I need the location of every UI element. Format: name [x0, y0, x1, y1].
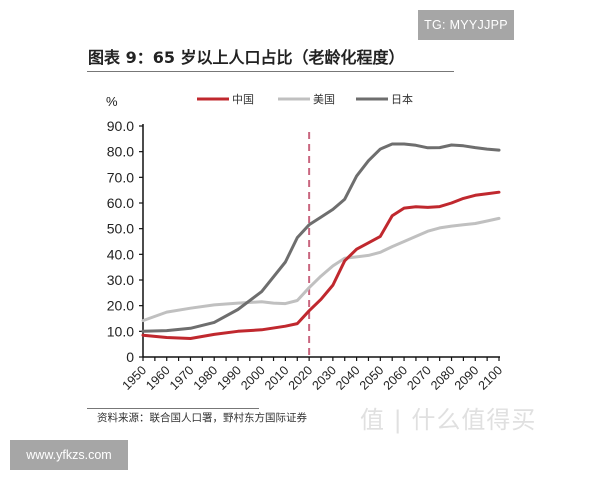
x-tick-label: 1990	[214, 363, 244, 393]
legend-label: 日本	[391, 92, 413, 106]
y-axis-unit: %	[106, 94, 118, 109]
y-tick-label: 70.0	[107, 169, 134, 185]
x-tick-label: 2040	[333, 363, 363, 393]
x-tick-label: 2030	[309, 363, 339, 393]
watermark-top-right: TG: MYYJJPP	[418, 10, 514, 40]
legend-item: 美国	[278, 93, 335, 106]
x-tick-label: 2080	[428, 363, 458, 393]
y-tick-label: 10.0	[107, 323, 134, 339]
watermark-bottom-left: www.yfkzs.com	[10, 440, 128, 470]
x-tick-label: 1950	[120, 363, 150, 393]
y-tick-label: 0	[126, 349, 134, 365]
x-tick-label: 2010	[262, 363, 292, 393]
x-tick-label: 2000	[238, 363, 268, 393]
source-note: 资料来源：联合国人口署，野村东方国际证券	[97, 412, 307, 424]
x-tick-label: 2090	[452, 363, 482, 393]
legend-label: 美国	[313, 93, 335, 106]
x-tick-label: 1980	[191, 363, 221, 393]
legend-label: 中国	[232, 93, 254, 106]
chart-title: 图表 9：65 岁以上人口占比（老龄化程度）	[88, 48, 405, 67]
source-divider	[87, 408, 259, 409]
x-tick-label: 2060	[381, 363, 411, 393]
x-tick-label: 2100	[476, 363, 506, 393]
x-tick-label: 1970	[167, 363, 197, 393]
x-tick-label: 2020	[286, 363, 316, 393]
title-divider	[87, 71, 454, 72]
y-tick-label: 40.0	[107, 246, 134, 262]
y-tick-label: 50.0	[107, 221, 134, 237]
y-tick-label: 80.0	[107, 144, 134, 160]
series-line-0	[141, 190, 501, 340]
legend-item: 日本	[356, 92, 413, 106]
watermark-logo: 值 | 什么值得买	[360, 406, 537, 434]
x-tick-label: 1960	[143, 363, 173, 393]
y-tick-label: 60.0	[107, 195, 134, 211]
series-line-2	[141, 142, 501, 333]
x-tick-label: 2070	[404, 363, 434, 393]
y-tick-label: 90.0	[107, 118, 134, 134]
x-tick-label: 2050	[357, 363, 387, 393]
legend-item: 中国	[197, 93, 254, 106]
series-line-1	[141, 216, 501, 323]
y-tick-label: 30.0	[107, 272, 134, 288]
y-tick-label: 20.0	[107, 298, 134, 314]
